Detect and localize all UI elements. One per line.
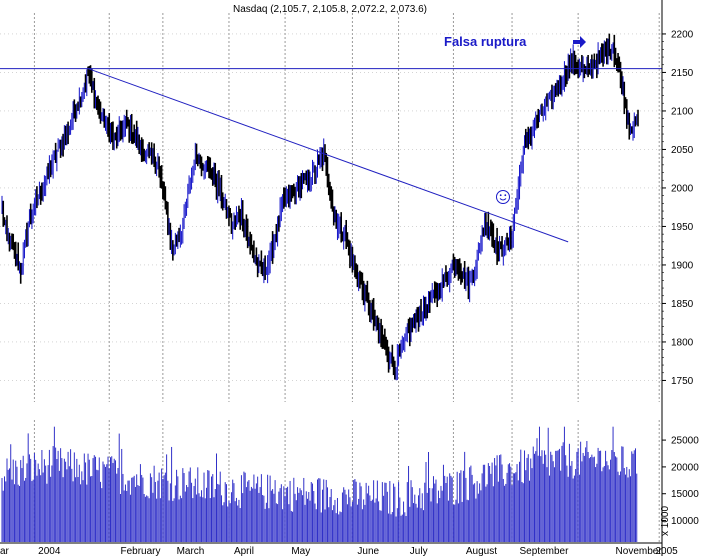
trendline <box>87 68 569 243</box>
month-label: March <box>177 546 205 556</box>
smiley-icon <box>496 190 510 204</box>
price-tick-label: 2050 <box>671 145 694 156</box>
volume-tick-label: 20000 <box>671 462 699 473</box>
month-label: June <box>357 546 379 556</box>
volume-tick-label: 25000 <box>671 436 699 447</box>
price-tick-label: 2000 <box>671 183 694 194</box>
price-tick-label: 1950 <box>671 222 694 233</box>
price-tick-label: 1800 <box>671 337 694 348</box>
price-tick-label: 1850 <box>671 299 694 310</box>
month-label: 2004 <box>38 546 61 556</box>
month-label: September <box>520 546 570 556</box>
price-tick-label: 2100 <box>671 106 694 117</box>
volume-tick-label: 10000 <box>671 516 699 527</box>
month-label: April <box>234 546 254 556</box>
price-bars <box>1 33 639 381</box>
month-label: February <box>120 546 160 556</box>
falsa-ruptura-annotation: Falsa ruptura <box>444 34 527 49</box>
month-label: November <box>616 546 663 556</box>
chart-title: Nasdaq (2,105.7, 2,105.8, 2,072.2, 2,073… <box>233 4 427 15</box>
price-tick-label: 1750 <box>671 376 694 387</box>
arrow-icon <box>573 36 586 48</box>
month-label: August <box>466 546 497 556</box>
volume-tick-label: 15000 <box>671 489 699 500</box>
price-tick-label: 1900 <box>671 260 694 271</box>
chart-grid <box>0 13 662 542</box>
volume-unit-label: x 1000 <box>660 506 671 536</box>
month-label: 2005 <box>655 546 678 556</box>
price-tick-label: 2200 <box>671 29 694 40</box>
month-label: July <box>410 546 428 556</box>
month-label: May <box>291 546 310 556</box>
chart-lines <box>0 68 662 243</box>
volume-bars <box>1 426 638 542</box>
price-tick-label: 2150 <box>671 68 694 79</box>
month-label: ar <box>0 546 10 556</box>
